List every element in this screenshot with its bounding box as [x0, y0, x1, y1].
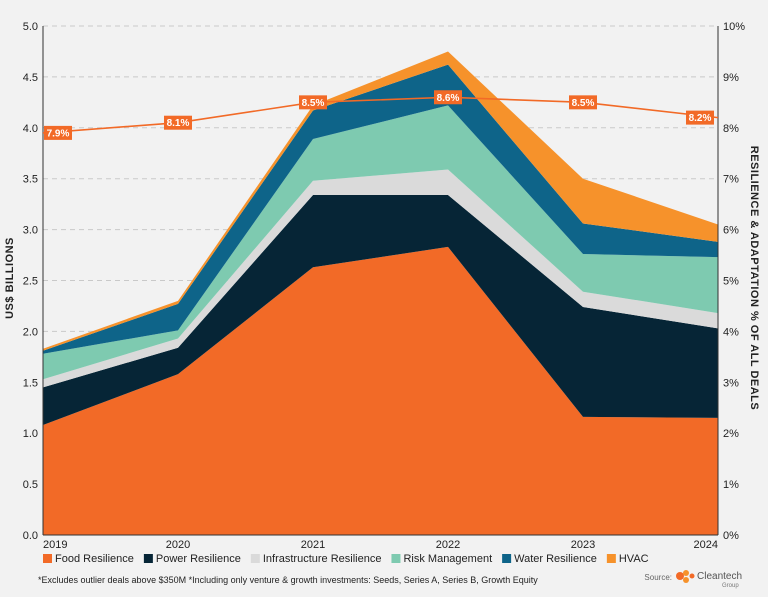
legend-item: Power Resilience: [143, 553, 241, 565]
axis-ticks: 0.0 0.5 1.0 1.5 2.0 2.5 3.0 3.5 4.0 4.5 5.0 0% 1% 2% 3…: [23, 21, 746, 551]
percent-label-box: [434, 90, 462, 105]
legend: Food Resilience Power Resilience Infrastru…: [43, 553, 649, 565]
legend-swatch: [606, 554, 616, 563]
percentage-line: [42, 96, 719, 134]
area-infrastructure-resilience: [43, 169, 718, 388]
x-tick-label: 2023: [571, 539, 595, 551]
legend-label: Food Resilience: [55, 553, 134, 565]
legend-label: Infrastructure Resilience: [263, 553, 382, 565]
area-power-resilience: [43, 194, 718, 426]
left-tick-label: 4.0: [23, 123, 38, 135]
footnote: *Excludes outlier deals above $350M *Inc…: [38, 575, 538, 585]
area-series: [43, 51, 718, 535]
percent-label: 8.5%: [569, 95, 597, 110]
percent-label-box: [164, 115, 192, 130]
legend-label: HVAC: [619, 553, 649, 565]
legend-swatch: [143, 554, 153, 563]
source-label: Source:: [644, 573, 672, 582]
right-tick-label: 1%: [723, 479, 739, 491]
right-tick-label: 7%: [723, 174, 739, 186]
source-block: Source: Cleantech Group: [644, 570, 742, 589]
right-tick-label: 6%: [723, 225, 739, 237]
right-axis-title: RESILIENCE & ADAPTATION % OF ALL DEALS: [748, 146, 760, 410]
cleantech-logo-icon: [676, 570, 695, 583]
right-tick-label: 8%: [723, 123, 739, 135]
legend-label: Water Resilience: [514, 553, 597, 565]
right-tick-label: 5%: [723, 276, 739, 288]
left-tick-label: 3.5: [23, 174, 38, 186]
percent-label-text: 8.1%: [167, 118, 190, 129]
left-tick-label: 1.0: [23, 428, 38, 440]
axes: [42, 26, 719, 536]
x-tick-label: 2019: [43, 539, 67, 551]
legend-swatch: [250, 554, 260, 563]
legend-swatch: [391, 554, 401, 563]
left-tick-label: 0.0: [23, 530, 38, 542]
legend-label: Risk Management: [403, 553, 492, 565]
legend-item: Infrastructure Resilience: [250, 553, 382, 565]
legend-item: Water Resilience: [502, 553, 597, 565]
percent-label: 7.9%: [44, 125, 72, 140]
percent-label: 8.2%: [686, 110, 714, 125]
x-tick-label: 2020: [166, 539, 190, 551]
right-tick-label: 9%: [723, 72, 739, 84]
left-tick-label: 1.5: [23, 377, 38, 389]
left-axis-title: US$ BILLIONS: [4, 237, 16, 319]
x-tick-label: 2022: [436, 539, 460, 551]
percent-label-text: 8.5%: [572, 98, 595, 109]
brand-name: Cleantech: [697, 571, 742, 582]
percent-label-box: [44, 125, 72, 140]
legend-item: Risk Management: [391, 553, 492, 565]
right-tick-label: 4%: [723, 326, 739, 338]
percent-label-text: 8.5%: [302, 98, 325, 109]
left-tick-label: 2.0: [23, 326, 38, 338]
percent-label-text: 8.6%: [437, 93, 460, 104]
left-tick-label: 5.0: [23, 21, 38, 33]
left-tick-label: 2.5: [23, 276, 38, 288]
percent-of-deals-line: [42, 96, 719, 134]
percent-label: 8.5%: [299, 95, 327, 110]
legend-item: HVAC: [606, 553, 649, 565]
legend-item: Food Resilience: [43, 553, 134, 565]
area-hvac: [43, 51, 718, 351]
percentage-labels: 7.9% 8.1% 8.5% 8.6% 8.5% 8.2%: [44, 90, 714, 140]
percent-label-box: [569, 95, 597, 110]
right-tick-label: 3%: [723, 377, 739, 389]
legend-swatch: [43, 554, 52, 563]
right-tick-label: 2%: [723, 428, 739, 440]
brand-sub: Group: [722, 583, 739, 589]
percent-label: 8.1%: [164, 115, 192, 130]
legend-label: Power Resilience: [156, 553, 241, 565]
left-tick-label: 3.0: [23, 225, 38, 237]
area-water-resilience: [43, 64, 718, 354]
x-tick-label: 2024: [694, 539, 718, 551]
percent-label-text: 8.2%: [689, 113, 712, 124]
area-food-resilience: [43, 246, 718, 535]
left-tick-label: 0.5: [23, 479, 38, 491]
percent-label-box: [299, 95, 327, 110]
right-tick-label: 0%: [723, 530, 739, 542]
percent-label-text: 7.9%: [47, 128, 70, 139]
right-tick-label: 10%: [723, 21, 745, 33]
percent-label: 8.6%: [434, 90, 462, 105]
area-risk-management: [43, 105, 718, 380]
percent-label-box: [686, 110, 714, 125]
left-tick-label: 4.5: [23, 72, 38, 84]
legend-swatch: [502, 554, 512, 563]
x-tick-label: 2021: [301, 539, 325, 551]
